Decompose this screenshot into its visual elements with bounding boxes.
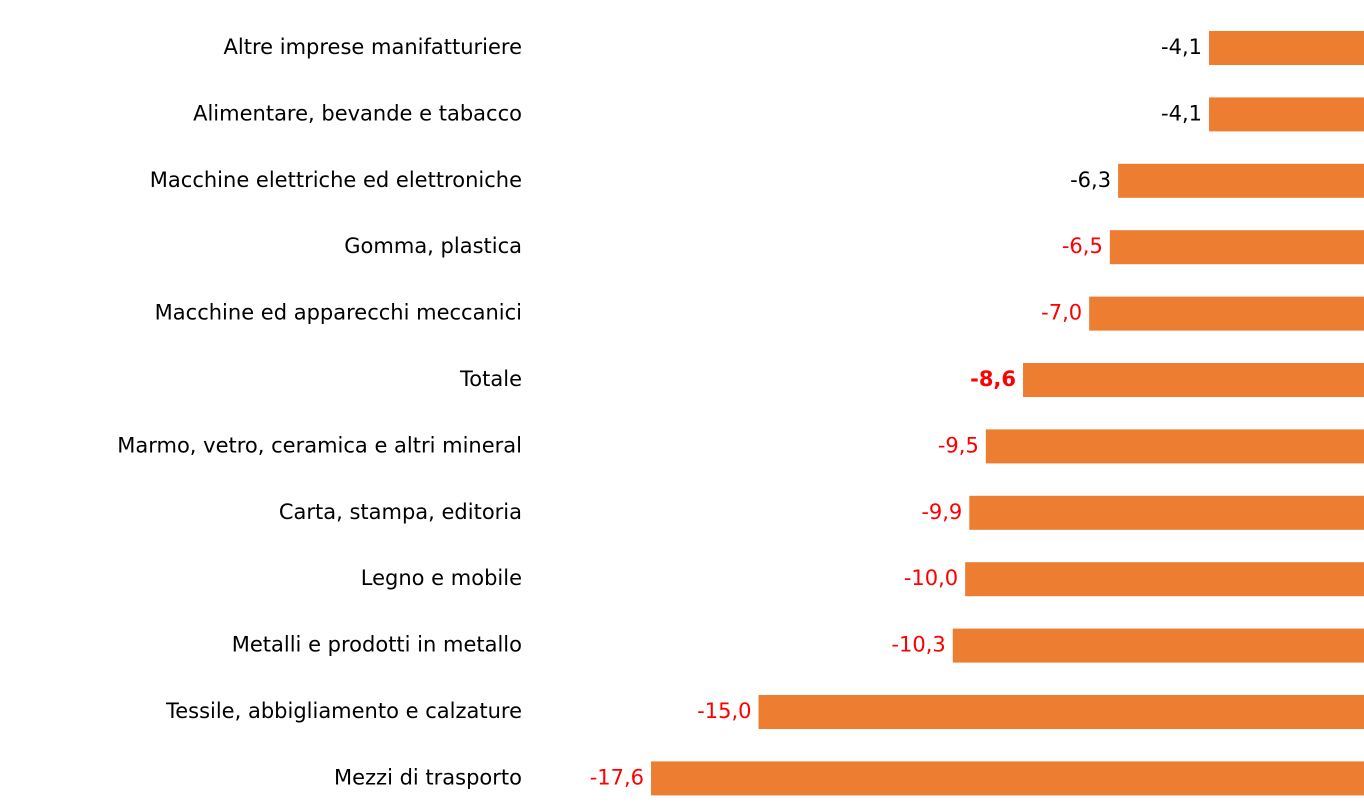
bar (1089, 296, 1364, 331)
bar (985, 429, 1364, 464)
value-label: -7,0 (1041, 301, 1082, 325)
category-label: Totale (459, 367, 522, 391)
bar (952, 628, 1364, 663)
category-label: Tessile, abbigliamento e calzature (165, 699, 522, 723)
bar (758, 695, 1364, 729)
bar (1118, 163, 1364, 198)
value-label: -9,9 (921, 500, 962, 524)
category-label: Alimentare, bevande e tabacco (193, 101, 522, 125)
category-label: Macchine ed apparecchi meccanici (155, 301, 522, 325)
category-label: Legno e mobile (361, 566, 522, 590)
bar (1109, 230, 1364, 265)
value-label: -9,5 (938, 433, 979, 457)
value-label: -4,1 (1161, 35, 1202, 59)
value-label: -10,3 (891, 633, 945, 657)
bar (1209, 31, 1364, 65)
category-label: Gomma, plastica (344, 234, 522, 258)
category-label: Mezzi di trasporto (334, 765, 522, 789)
bar (651, 761, 1364, 796)
value-label: -8,6 (970, 367, 1016, 391)
category-label: Carta, stampa, editoria (279, 500, 522, 524)
bar (965, 562, 1364, 597)
category-label: Macchine elettriche ed elettroniche (150, 168, 522, 192)
value-label: -15,0 (697, 699, 751, 723)
category-label: Altre imprese manifatturiere (224, 35, 522, 59)
category-label: Marmo, vetro, ceramica e altri mineral (117, 433, 522, 457)
value-label: -4,1 (1161, 101, 1202, 125)
value-label: -6,3 (1070, 168, 1111, 192)
bar (1209, 97, 1364, 132)
category-label: Metalli e prodotti in metallo (232, 633, 522, 657)
bar (969, 495, 1364, 530)
value-label: -10,0 (904, 566, 958, 590)
bar (1023, 363, 1364, 397)
value-label: -6,5 (1062, 234, 1103, 258)
value-label: -17,6 (590, 765, 644, 789)
